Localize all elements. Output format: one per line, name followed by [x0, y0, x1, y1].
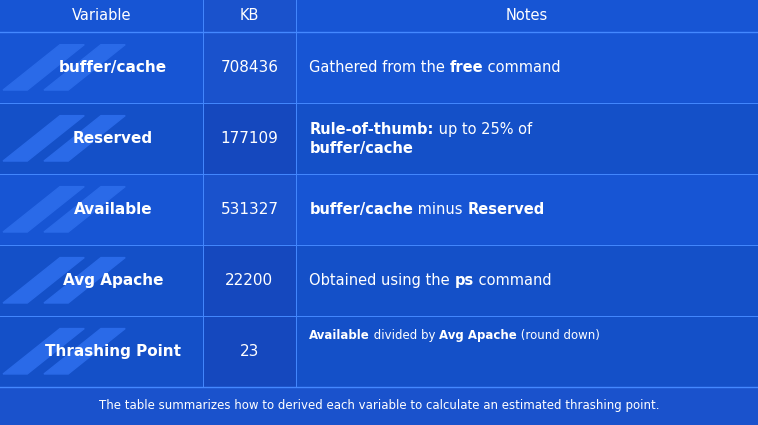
Text: KB: KB	[240, 8, 259, 23]
Text: Avg Apache: Avg Apache	[440, 329, 517, 342]
Polygon shape	[44, 258, 125, 303]
Text: buffer/cache: buffer/cache	[309, 142, 413, 156]
Bar	[0, 316, 203, 387]
Bar	[0, 0, 203, 32]
Text: Notes: Notes	[506, 8, 548, 23]
Text: 708436: 708436	[221, 60, 278, 75]
Text: Variable: Variable	[72, 8, 131, 23]
Text: 22200: 22200	[225, 273, 274, 288]
Text: command: command	[474, 273, 551, 288]
Polygon shape	[3, 45, 84, 90]
Text: 177109: 177109	[221, 131, 278, 146]
Text: divided by: divided by	[370, 329, 440, 342]
Bar	[296, 245, 758, 316]
Bar	[296, 103, 758, 174]
Bar	[203, 245, 296, 316]
Bar	[296, 174, 758, 245]
Polygon shape	[44, 116, 125, 161]
Bar	[203, 32, 296, 103]
Text: Reserved: Reserved	[73, 131, 153, 146]
Text: Avg Apache: Avg Apache	[63, 273, 163, 288]
Bar	[296, 0, 758, 32]
Text: Reserved: Reserved	[467, 202, 544, 217]
Polygon shape	[3, 329, 84, 374]
Text: Thrashing Point: Thrashing Point	[45, 344, 181, 359]
Polygon shape	[3, 116, 84, 161]
Text: free: free	[449, 60, 484, 75]
Bar	[203, 174, 296, 245]
Text: up to 25% of: up to 25% of	[434, 122, 532, 136]
Text: Available: Available	[309, 329, 370, 342]
Text: Rule-of-thumb:: Rule-of-thumb:	[309, 122, 434, 136]
Text: command: command	[484, 60, 561, 75]
Bar	[0, 245, 203, 316]
Text: 23: 23	[240, 344, 259, 359]
Text: minus: minus	[413, 202, 467, 217]
Bar	[0, 103, 203, 174]
Bar	[203, 316, 296, 387]
Text: 531327: 531327	[221, 202, 278, 217]
Text: Gathered from the: Gathered from the	[309, 60, 449, 75]
Bar	[296, 32, 758, 103]
Text: Obtained using the: Obtained using the	[309, 273, 455, 288]
Text: buffer/cache: buffer/cache	[59, 60, 167, 75]
Text: (round down): (round down)	[517, 329, 600, 342]
Bar	[0, 387, 758, 425]
Text: The table summarizes how to derived each variable to calculate an estimated thra: The table summarizes how to derived each…	[99, 400, 659, 412]
Text: ps: ps	[455, 273, 474, 288]
Polygon shape	[44, 187, 125, 232]
Bar	[0, 174, 203, 245]
Polygon shape	[3, 258, 84, 303]
Bar	[203, 0, 296, 32]
Text: Available: Available	[74, 202, 152, 217]
Polygon shape	[44, 329, 125, 374]
Bar	[203, 103, 296, 174]
Bar	[296, 316, 758, 387]
Polygon shape	[3, 187, 84, 232]
Polygon shape	[44, 45, 125, 90]
Bar	[0, 32, 203, 103]
Text: buffer/cache: buffer/cache	[309, 202, 413, 217]
